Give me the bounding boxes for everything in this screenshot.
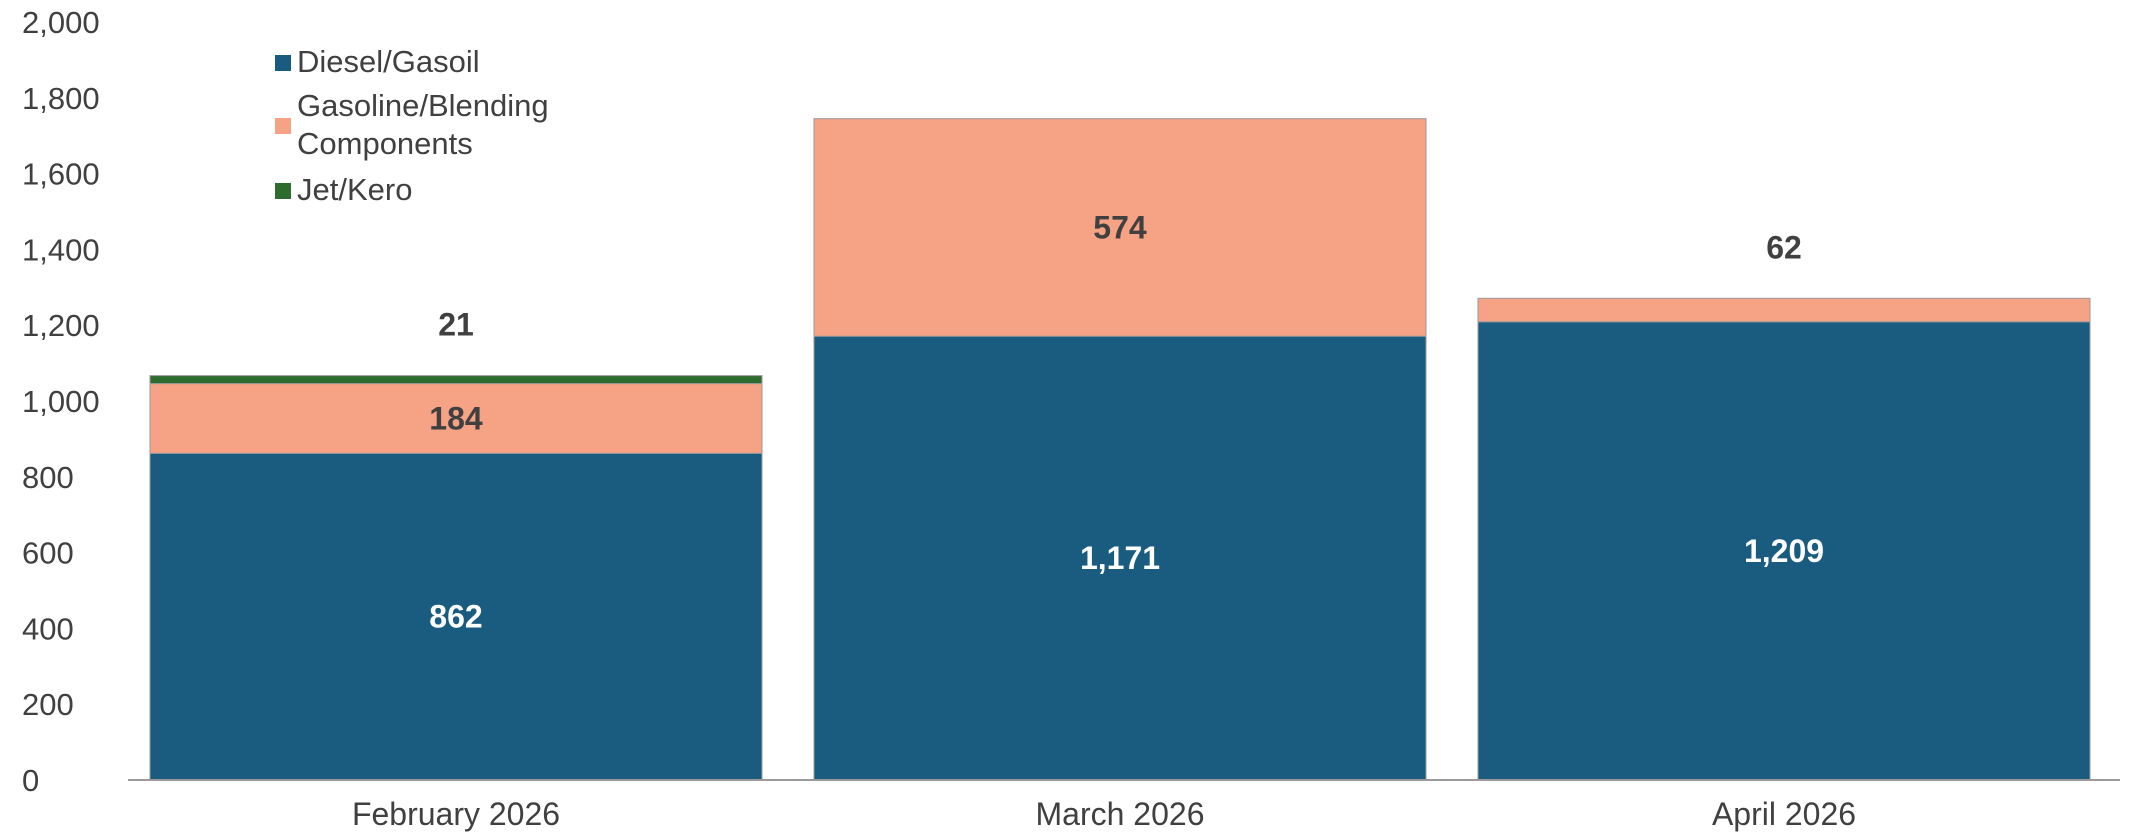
legend-label: Jet/Kero (297, 172, 412, 207)
x-tick-label: April 2026 (1712, 796, 1856, 832)
legend-label: Gasoline/Blending (297, 88, 549, 123)
data-label: 574 (1093, 209, 1147, 245)
y-tick-label: 200 (22, 687, 74, 722)
y-tick-label: 800 (22, 460, 74, 495)
bar-segment (149, 375, 763, 385)
y-axis: 0 200 400 600 800 1,000 1,200 1,400 1,600 1,800 2,… (22, 5, 100, 798)
data-label: 1,209 (1744, 533, 1824, 569)
legend: Diesel/Gasoil Gasoline/BlendingComponents… (275, 44, 549, 207)
data-label: 21 (438, 307, 474, 343)
legend-label: Diesel/Gasoil (297, 44, 480, 79)
bar-segment (1477, 321, 2091, 781)
data-label: 1,171 (1080, 540, 1160, 576)
y-tick-label: 0 (22, 763, 39, 798)
bars: 862 184 21 1,171 574 1,209 62 (149, 118, 2091, 781)
bar-segment (1477, 297, 2091, 323)
y-tick-label: 1,600 (22, 157, 100, 192)
y-tick-label: 1,800 (22, 81, 100, 116)
legend-swatch (275, 55, 291, 71)
data-label: 184 (429, 400, 483, 436)
y-tick-label: 1,400 (22, 232, 100, 267)
x-tick-label: March 2026 (1036, 796, 1205, 832)
bar-segment (149, 383, 763, 454)
data-label: 62 (1766, 229, 1802, 265)
y-tick-label: 2,000 (22, 5, 100, 40)
legend-swatch (275, 118, 291, 134)
x-tick-label: February 2026 (352, 796, 560, 832)
y-tick-label: 1,000 (22, 384, 100, 419)
bar-segment (149, 452, 763, 781)
legend-item: Diesel/Gasoil (275, 44, 480, 79)
y-tick-label: 400 (22, 611, 74, 646)
y-tick-label: 1,200 (22, 308, 100, 343)
legend-swatch (275, 183, 291, 199)
y-tick-label: 600 (22, 536, 74, 571)
legend-item: Jet/Kero (275, 172, 412, 207)
legend-label: Components (297, 126, 473, 161)
data-label: 862 (429, 599, 482, 635)
bar-segment (813, 118, 1427, 337)
x-axis: February 2026 March 2026 April 2026 (128, 779, 2120, 832)
